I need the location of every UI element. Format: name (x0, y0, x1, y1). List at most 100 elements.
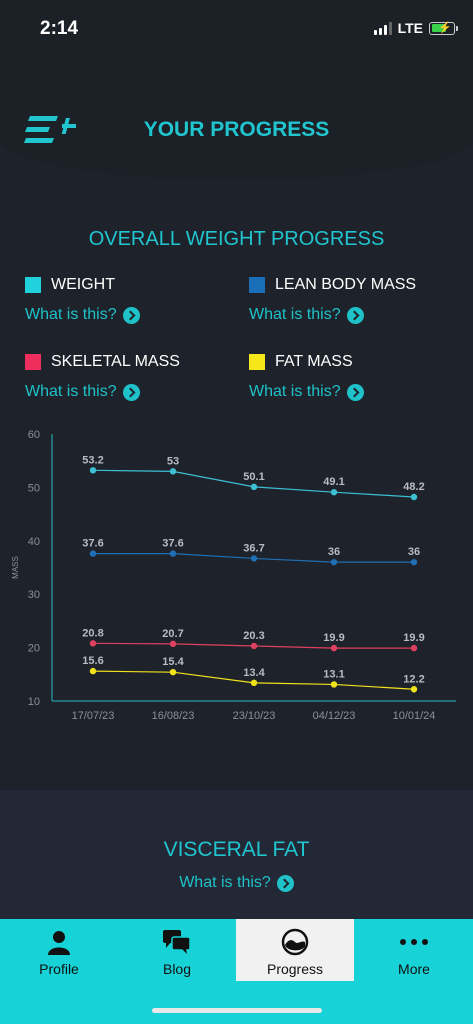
status-time: 2:14 (40, 18, 79, 39)
help-link-visceral[interactable]: What is this? (179, 874, 294, 892)
x-tick-label: 23/10/23 (233, 710, 276, 722)
legend-label: WEIGHT (51, 276, 115, 293)
data-point (410, 644, 418, 652)
data-point (330, 644, 338, 652)
data-label: 36.7 (243, 542, 264, 554)
data-label: 12.2 (403, 673, 424, 685)
status-bar: 2:14 LTE ⚡ (0, 0, 473, 60)
tab-label: Profile (39, 961, 79, 977)
data-label: 20.3 (243, 630, 264, 642)
chevron-circle-icon (346, 306, 364, 324)
tab-more[interactable]: More (355, 919, 473, 981)
data-label: 20.7 (162, 628, 183, 640)
person-icon (44, 929, 74, 955)
y-tick-label: 50 (28, 482, 40, 494)
signal-icon (373, 21, 392, 35)
y-tick-label: 30 (28, 589, 40, 601)
network-label: LTE (397, 20, 423, 36)
help-link-label: What is this? (249, 306, 341, 323)
tab-label: Blog (162, 961, 192, 977)
help-link-fat-mass[interactable]: What is this? (249, 383, 364, 401)
help-link-label: What is this? (179, 874, 271, 891)
weight-progress-chart: 10 20 30 40 50 60 MASS 17/07/23 16/08/23 23/10/23… (11, 429, 456, 722)
legend-label: LEAN BODY MASS (275, 276, 417, 293)
data-point (169, 550, 177, 557)
y-tick-label: 20 (28, 643, 40, 655)
help-link-label: What is this? (249, 383, 341, 400)
legend-skeletal-mass: SKELETAL MASS What is this? (25, 353, 180, 401)
logo-icon (24, 116, 76, 143)
legend-fat-mass: FAT MASS What is this? (249, 353, 364, 401)
tab-blog[interactable]: Blog (118, 919, 236, 981)
data-point (250, 679, 258, 687)
header: YOUR PROGRESS (0, 60, 473, 180)
data-label: 53.2 (82, 454, 103, 466)
data-label: 15.6 (82, 655, 103, 667)
data-label: 49.1 (323, 476, 344, 488)
legend-swatch-fat-mass (249, 354, 265, 370)
section-title-visceral: VISCERAL FAT (163, 838, 310, 861)
tab-label: Progress (266, 961, 324, 977)
page-title: YOUR PROGRESS (143, 118, 330, 141)
x-tick-label: 16/08/23 (152, 710, 195, 722)
x-tick-label: 04/12/23 (313, 710, 356, 722)
data-label: 19.9 (323, 632, 344, 644)
help-link-weight[interactable]: What is this? (25, 306, 140, 324)
y-axis-label: MASS (11, 556, 20, 579)
tab-profile[interactable]: Profile (0, 919, 118, 981)
data-label: 48.2 (403, 481, 424, 493)
chevron-circle-icon (122, 306, 140, 324)
visceral-fat-section: VISCERAL FAT What is this? (0, 790, 473, 930)
data-label: 13.4 (243, 667, 265, 679)
legend-weight: WEIGHT What is this? (25, 276, 140, 324)
progress-gauge-icon (280, 928, 310, 956)
y-tick-label: 60 (28, 429, 40, 441)
data-point (89, 640, 97, 647)
legend-label: SKELETAL MASS (51, 353, 180, 370)
legend-swatch-lean-body-mass (249, 277, 265, 293)
data-point (330, 489, 338, 496)
data-point (410, 493, 418, 501)
data-point (410, 686, 418, 693)
data-label: 36 (328, 546, 340, 558)
data-point (250, 483, 258, 491)
status-indicators: LTE ⚡ (373, 20, 458, 36)
help-link-label: What is this? (25, 383, 117, 400)
data-label: 50.1 (243, 471, 264, 483)
data-label: 37.6 (162, 538, 183, 550)
chevron-circle-icon (122, 383, 140, 401)
legend-swatch-weight (25, 277, 41, 293)
data-point (250, 555, 258, 562)
section-title-overall: OVERALL WEIGHT PROGRESS (88, 228, 385, 250)
y-tick-label: 40 (28, 536, 40, 548)
data-point (250, 642, 258, 650)
data-label: 20.8 (82, 627, 103, 639)
data-point (169, 668, 177, 676)
data-label: 36 (408, 546, 420, 558)
tab-progress[interactable]: Progress (236, 919, 354, 981)
help-link-skeletal-mass[interactable]: What is this? (25, 383, 180, 401)
battery-icon: ⚡ (429, 21, 458, 35)
chevron-circle-icon (276, 874, 294, 892)
data-point (89, 550, 97, 557)
data-label: 37.6 (82, 538, 103, 550)
x-tick-label: 10/01/24 (393, 710, 436, 722)
more-dots-icon (399, 929, 429, 955)
data-point (330, 558, 338, 566)
chat-bubbles-icon (162, 929, 192, 955)
data-point (89, 467, 97, 474)
data-point (169, 468, 177, 475)
y-tick-label: 10 (28, 696, 40, 708)
legend-swatch-skeletal-mass (25, 354, 41, 370)
data-label: 15.4 (162, 656, 184, 668)
tab-bar: Profile Blog Progress More (0, 919, 473, 1024)
home-indicator (152, 1008, 322, 1013)
tab-label: More (398, 961, 430, 977)
data-point (89, 667, 97, 675)
data-label: 53 (167, 455, 179, 467)
legend-label: FAT MASS (275, 353, 353, 370)
data-point (330, 681, 338, 688)
data-label: 19.9 (403, 632, 424, 644)
help-link-lean-body-mass[interactable]: What is this? (249, 306, 416, 324)
legend-lean-body-mass: LEAN BODY MASS What is this? (249, 276, 416, 324)
